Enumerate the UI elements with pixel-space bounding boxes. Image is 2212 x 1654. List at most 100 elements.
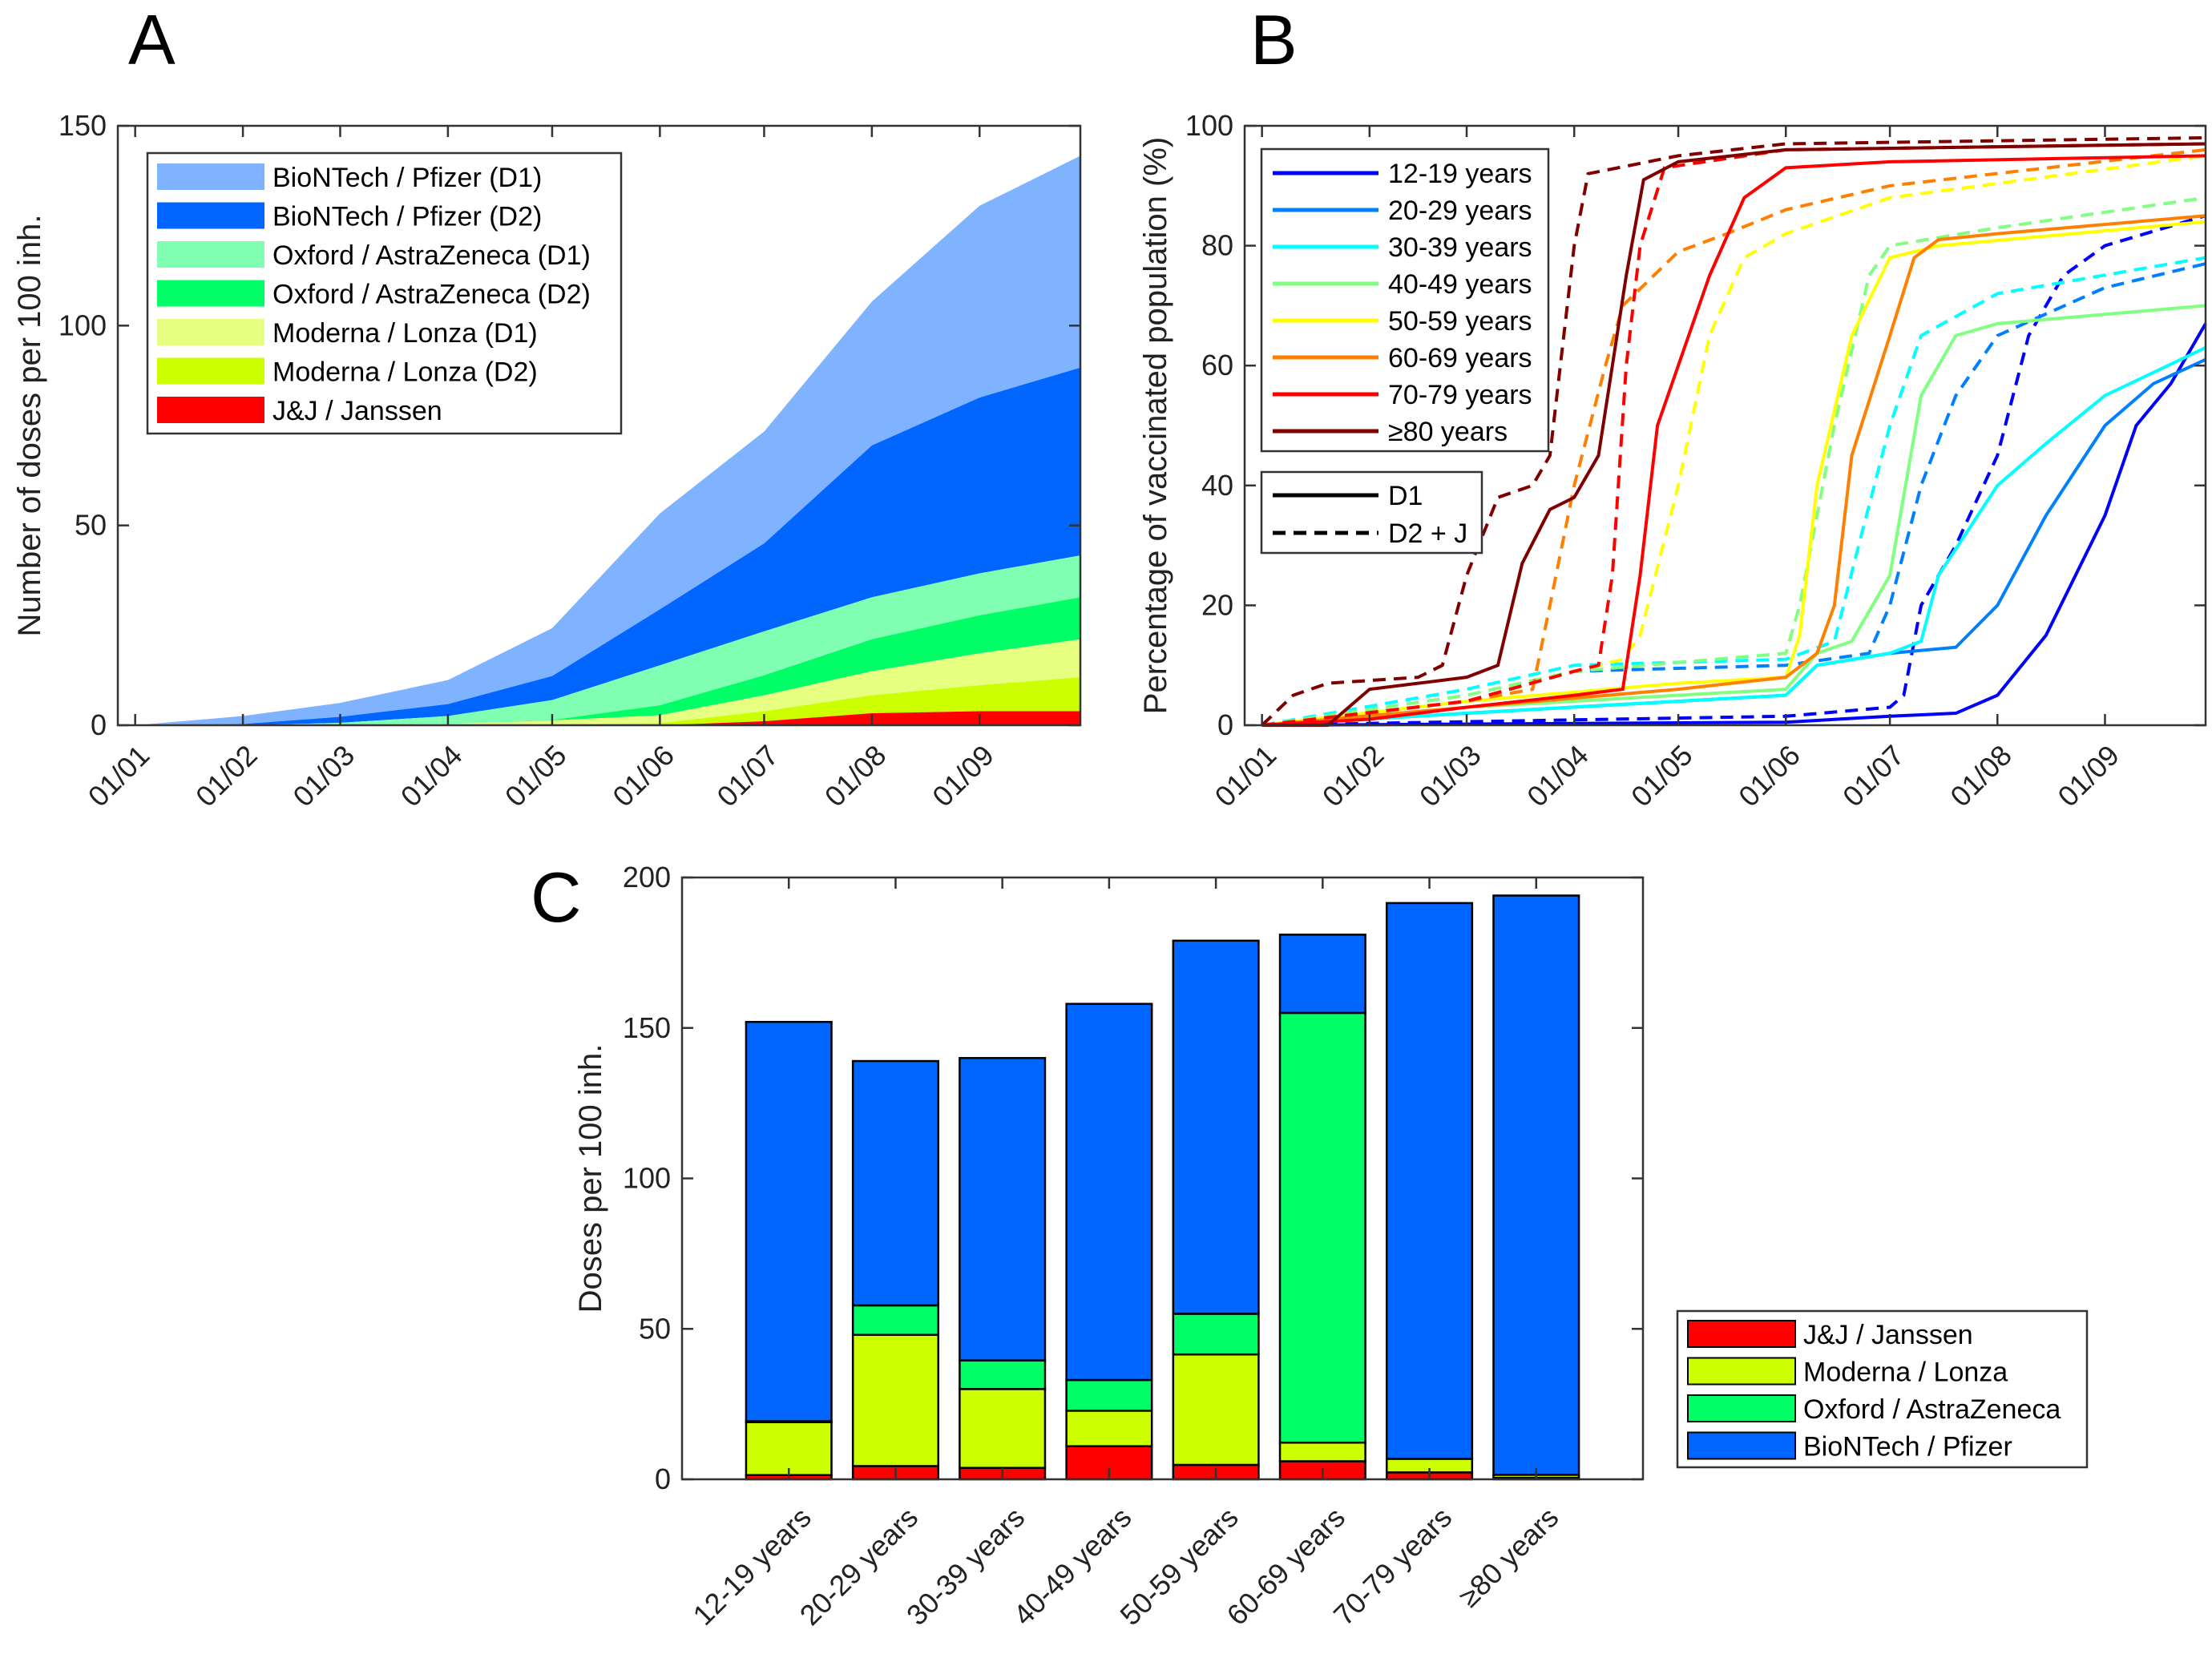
legend-swatch [157, 397, 264, 423]
bar-segment [1492, 894, 1580, 1476]
legend-label: Moderna / Lonza (D1) [272, 318, 538, 349]
x-tick-label: 01/06 [606, 739, 680, 813]
legend-swatch [1687, 1357, 1796, 1386]
legend-label: BioNTech / Pfizer (D2) [272, 202, 542, 232]
bar-segment [1172, 1353, 1260, 1466]
y-tick-label: 20 [1201, 588, 1233, 621]
legend-label: Moderna / Lonza [1803, 1357, 2008, 1388]
bar-segment [1278, 934, 1366, 1015]
legend-label: 40-49 years [1388, 269, 1532, 300]
y-axis-label: Number of doses per 100 inh. [12, 215, 47, 637]
line-70-79--d1 [1261, 154, 2206, 727]
legend-box [1260, 147, 1550, 453]
line-60-69--d2 [1261, 147, 2206, 727]
y-tick-label: 150 [623, 1011, 671, 1044]
x-tick-label: 01/07 [1836, 739, 1911, 813]
x-tick-label: 01/09 [926, 739, 1000, 813]
area-biontech-pfizer-d2- [135, 367, 1080, 725]
panel-a: 0 50 100 150 Number of doses per 100 inh. 01/… [12, 109, 1082, 813]
bar-segment [1278, 1011, 1366, 1444]
area-moderna-lonza-d1- [135, 639, 1080, 725]
line-30-39--d1 [1261, 345, 2206, 727]
legend-label: D2 + J [1388, 518, 1467, 549]
bar-segment [1065, 1410, 1153, 1447]
legend-swatch [1687, 1431, 1796, 1460]
line-12-19--d1 [1261, 322, 2207, 727]
x-tick-label: 01/08 [1944, 739, 2018, 813]
bar-segment [851, 1304, 939, 1337]
line-12-19--d2 [1261, 214, 2206, 727]
area-moderna-lonza-d2- [135, 677, 1080, 725]
legend-label: Oxford / AstraZeneca (D1) [272, 240, 591, 271]
y-tick-label: 50 [639, 1312, 671, 1345]
x-tick-label: 01/03 [286, 739, 361, 813]
x-tick-label: 01/02 [1316, 739, 1391, 813]
y-tick-label: 100 [623, 1162, 671, 1195]
y-tick-label: 0 [91, 708, 107, 741]
panel-b: 0 20 40 60 80 100 Percentage of vaccinated pop… [1138, 109, 2207, 813]
bar-segment [959, 1359, 1047, 1390]
legend-label: BioNTech / Pfizer (D1) [272, 163, 542, 193]
y-tick-label: 50 [75, 509, 107, 542]
legend-label: Oxford / AstraZeneca [1803, 1394, 2061, 1425]
line-30-39--d2 [1261, 256, 2206, 727]
legend-swatch [1687, 1320, 1796, 1348]
legend-swatch [157, 163, 264, 190]
bar-segment [745, 1421, 833, 1476]
y-axis-label: Percentage of vaccinated population (%) [1138, 137, 1173, 714]
plot-frame [116, 124, 1082, 727]
legend-c: J&J / Janssen Moderna / Lonza Oxford / Ast… [1676, 1309, 2089, 1469]
legend-age-groups: 12-19 years 20-29 years 30-39 years 40-49 y… [1260, 147, 1550, 453]
area-j-j-janssen [135, 711, 1080, 725]
line-70-79--d2 [1261, 142, 2206, 727]
line-50-59--d1 [1261, 220, 2206, 727]
legend-a: BioNTech / Pfizer (D1) BioNTech / Pfizer … [146, 151, 623, 435]
x-tick-label: 01/08 [818, 739, 893, 813]
line-40-49--d1 [1261, 304, 2206, 727]
y-tick-label: 200 [623, 861, 671, 894]
legend-swatch [157, 202, 264, 229]
bar-segment [1386, 902, 1474, 1460]
panel-label-b: B [1250, 0, 1298, 79]
y-tick-label: 40 [1201, 469, 1233, 502]
x-tick-label: 01/01 [1209, 739, 1283, 813]
legend-label: 12-19 years [1388, 159, 1532, 189]
x-tick-label: 01/05 [1625, 739, 1699, 813]
legend-label: 60-69 years [1388, 343, 1532, 373]
line-40-49--d2 [1261, 196, 2206, 727]
legend-label: D1 [1388, 481, 1423, 511]
plot-frame [1243, 124, 2207, 727]
bar-segment [1172, 1313, 1260, 1356]
x-tick-label: 01/04 [394, 739, 469, 813]
legend-label: J&J / Janssen [1803, 1320, 1973, 1350]
bar-segment [1172, 939, 1260, 1315]
legend-label: BioNTech / Pfizer [1803, 1432, 2012, 1462]
legend-label: ≥80 years [1388, 417, 1508, 447]
legend-box [1260, 470, 1483, 555]
bar-segment [745, 1020, 833, 1422]
y-tick-label: 100 [1185, 109, 1233, 142]
bar-segment [1278, 1441, 1366, 1462]
legend-swatch [157, 357, 264, 385]
y-tick-label: 0 [655, 1462, 671, 1495]
legend-label: 30-39 years [1388, 232, 1532, 263]
legend-dose-style: D1 D2 + J [1260, 470, 1483, 555]
legend-label: 50-59 years [1388, 306, 1532, 337]
x-tick-label: 01/04 [1520, 739, 1595, 813]
bar-segment [959, 1057, 1047, 1362]
x-tick-label: 01/05 [499, 739, 573, 813]
x-tick-label: ≥80 years [1452, 1501, 1565, 1614]
line--80--d1 [1261, 142, 2206, 727]
y-axis-label: Doses per 100 inh. [573, 1044, 608, 1313]
y-tick-label: 100 [59, 309, 107, 341]
y-tick-label: 80 [1201, 229, 1233, 262]
x-tick-label: 01/01 [82, 739, 156, 813]
legend-label: J&J / Janssen [272, 396, 442, 426]
y-tick-label: 150 [59, 109, 107, 142]
area-oxford-astrazeneca-d2- [135, 597, 1080, 725]
x-tick-label: 01/06 [1732, 739, 1806, 813]
line--80--d2 [1261, 135, 2206, 727]
bar-segment [1065, 1002, 1153, 1382]
